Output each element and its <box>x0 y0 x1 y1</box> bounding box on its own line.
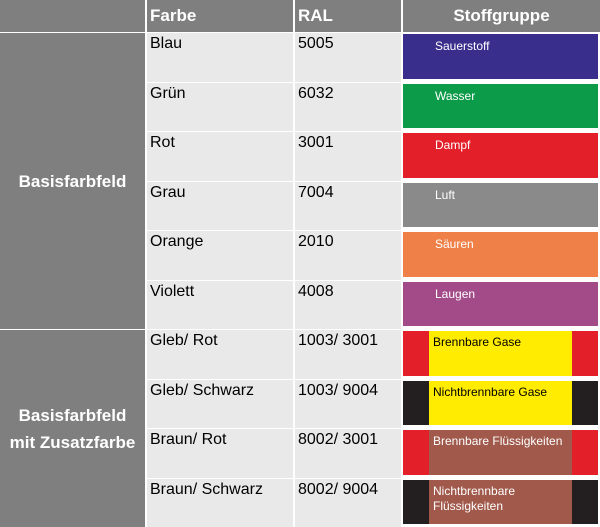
ral-cell: 6032 <box>295 82 401 131</box>
striped-color-swatch: Brennbare Gase <box>403 331 598 376</box>
ral-cell: 7004 <box>295 181 401 230</box>
color-swatch: Laugen <box>403 281 598 326</box>
farbe-cell: Gleb/ Schwarz <box>147 379 293 428</box>
stoffgruppe-label: Laugen <box>435 286 476 301</box>
stoffgruppe-label: Dampf <box>435 138 471 152</box>
stoffgruppe-label: Säuren <box>435 237 474 251</box>
stoffgruppe-cell: Dampf <box>403 132 600 181</box>
group-label-line: Basisfarbfeld <box>18 171 127 191</box>
stoffgruppe-label: Brennbare Flüssigkeiten <box>433 434 563 448</box>
header-corner <box>0 0 145 32</box>
farbe-cell: Blau <box>147 33 293 82</box>
header-ral: RAL <box>295 0 401 32</box>
color-swatch: Luft <box>403 182 598 227</box>
stoffgruppe-cell: Brennbare Flüssigkeiten <box>403 429 600 478</box>
stripe-right <box>572 331 598 376</box>
farbe-cell: Gleb/ Rot <box>147 330 293 379</box>
stoffgruppe-label: Nichtbrennbare Flüssigkeiten <box>433 483 516 513</box>
swatch-body: Brennbare Flüssigkeiten <box>429 430 572 475</box>
ral-cell: 1003/ 9004 <box>295 379 401 428</box>
swatch-body: Nichtbrennbare Gase <box>429 380 572 425</box>
ral-cell: 8002/ 9004 <box>295 478 401 527</box>
stripe-left <box>403 479 429 524</box>
group-basisfarbfeld-mit-zusatzfarbe: Basisfarbfeld mit Zusatzfarbe <box>0 330 145 527</box>
farbe-cell: Grün <box>147 82 293 131</box>
stripe-right <box>572 479 598 524</box>
swatch-body: Nichtbrennbare Flüssigkeiten <box>429 479 572 524</box>
stripe-left <box>403 380 429 425</box>
striped-color-swatch: Nichtbrennbare Flüssigkeiten <box>403 479 598 524</box>
striped-color-swatch: Nichtbrennbare Gase <box>403 380 598 425</box>
ral-cell: 1003/ 3001 <box>295 330 401 379</box>
stoffgruppe-label: Wasser <box>435 88 476 103</box>
stoffgruppe-cell: Luft <box>403 181 600 230</box>
group-basisfarbfeld: Basisfarbfeld <box>0 33 145 329</box>
ral-cell: 4008 <box>295 280 401 329</box>
header-stoffgruppe: Stoffgruppe <box>403 0 600 32</box>
farbe-cell: Grau <box>147 181 293 230</box>
stoffgruppe-cell: Nichtbrennbare Flüssigkeiten <box>403 478 600 527</box>
swatch-body: Brennbare Gase <box>429 331 572 376</box>
group-label-line: mit Zusatzfarbe <box>9 432 136 452</box>
color-swatch: Dampf <box>403 133 598 178</box>
striped-color-swatch: Brennbare Flüssigkeiten <box>403 430 598 475</box>
ral-cell: 3001 <box>295 132 401 181</box>
stripe-left <box>403 430 429 475</box>
stripe-right <box>572 380 598 425</box>
stoffgruppe-label: Nichtbrennbare Gase <box>433 384 548 399</box>
farbe-cell: Braun/ Rot <box>147 429 293 478</box>
stoffgruppe-cell: Wasser <box>403 82 600 131</box>
farbe-cell: Braun/ Schwarz <box>147 478 293 527</box>
farbe-cell: Rot <box>147 132 293 181</box>
stripe-right <box>572 430 598 475</box>
stoffgruppe-cell: Nichtbrennbare Gase <box>403 379 600 428</box>
stoffgruppe-cell: Laugen <box>403 280 600 329</box>
ral-cell: 5005 <box>295 33 401 82</box>
farbe-cell: Violett <box>147 280 293 329</box>
group-label-line: Basisfarbfeld <box>18 405 127 425</box>
stoffgruppe-label: Sauerstoff <box>435 39 490 53</box>
stripe-left <box>403 331 429 376</box>
stoffgruppe-label: Luft <box>435 187 456 202</box>
header-farbe: Farbe <box>147 0 293 32</box>
ral-cell: 8002/ 3001 <box>295 429 401 478</box>
stoffgruppe-label: Brennbare Gase <box>433 335 522 349</box>
ral-cell: 2010 <box>295 231 401 280</box>
stoffgruppe-cell: Säuren <box>403 231 600 280</box>
color-swatch: Sauerstoff <box>403 34 598 79</box>
color-swatch: Säuren <box>403 232 598 277</box>
stoffgruppe-cell: Brennbare Gase <box>403 330 600 379</box>
stoffgruppe-cell: Sauerstoff <box>403 33 600 82</box>
color-swatch: Wasser <box>403 83 598 128</box>
farbe-cell: Orange <box>147 231 293 280</box>
